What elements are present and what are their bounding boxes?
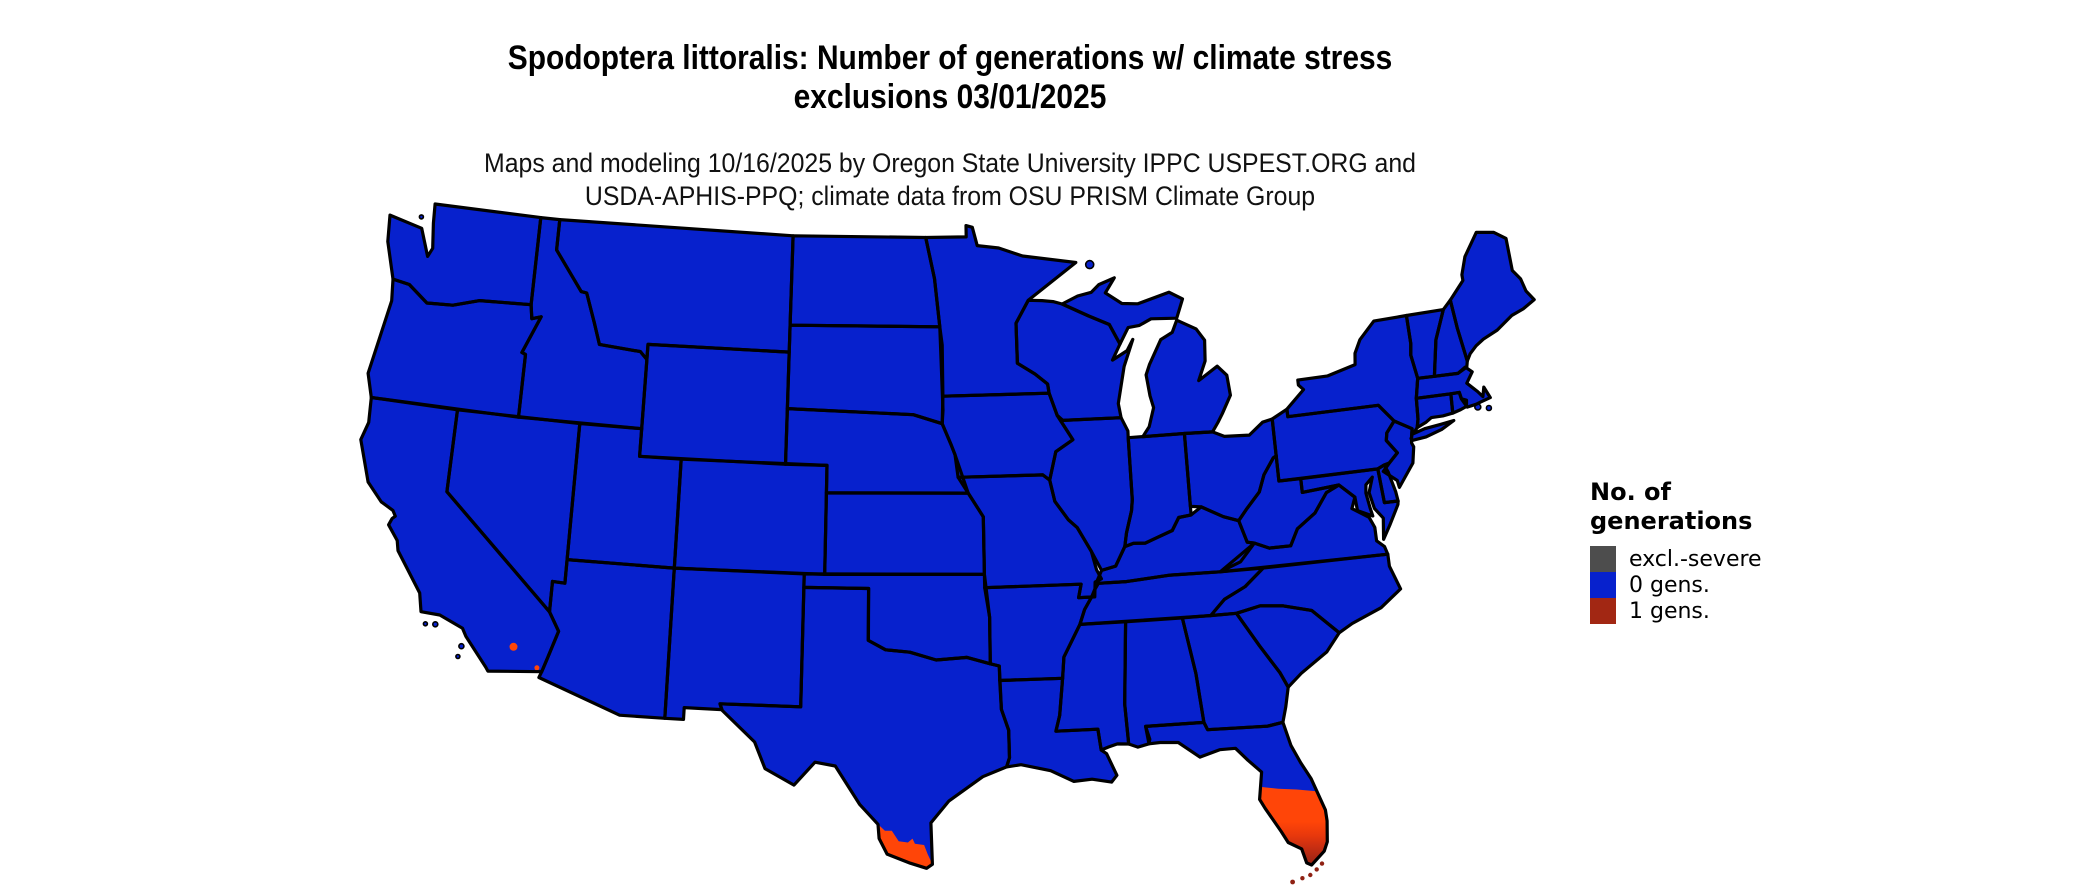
state-north-dakota [790, 235, 940, 327]
state-arizona [538, 559, 675, 719]
state-wyoming [639, 344, 790, 465]
state-michigan-upper-peninsula [1062, 277, 1183, 344]
map-legend: No. of generations excl.-severe 0 gens. 1 g… [1590, 478, 1762, 624]
legend-title: No. of generations [1590, 478, 1762, 536]
state-mississippi [1055, 621, 1129, 750]
south-florida-hotspot [1259, 786, 1328, 865]
state-new-jersey [1383, 421, 1414, 488]
state-indiana [1124, 433, 1192, 547]
state-minnesota [925, 225, 1076, 397]
san-juan-island [418, 214, 425, 220]
state-ohio [1184, 419, 1277, 521]
legend-swatch [1590, 546, 1616, 572]
state-new-hampshire [1434, 300, 1468, 377]
salton-sea-hotspot [509, 642, 518, 651]
state-oklahoma [803, 573, 991, 664]
legend-swatch [1590, 572, 1616, 598]
state-connecticut [1416, 393, 1453, 428]
state-wisconsin [1016, 300, 1133, 421]
state-illinois [1049, 415, 1133, 571]
state-nebraska [785, 408, 969, 494]
page-subtitle-line1: Maps and modeling 10/16/2025 by Oregon S… [484, 148, 1416, 178]
state-texas [720, 587, 1010, 869]
channel-island-3 [458, 642, 465, 650]
florida-keys-3 [1300, 876, 1305, 881]
state-new-york [1286, 315, 1454, 441]
legend-label: 1 gens. [1629, 598, 1710, 624]
florida-keys-0 [1319, 861, 1325, 866]
florida-keys-1 [1314, 867, 1319, 872]
page-subtitle-line2: USDA-APHIS-PPQ; climate data from OSU PR… [584, 181, 1316, 211]
page-title: Spodoptera littoralis: Number of generat… [114, 39, 1786, 117]
state-colorado [674, 459, 827, 575]
isle-royale [1084, 259, 1095, 270]
state-idaho [518, 217, 647, 429]
state-kansas [824, 492, 985, 575]
state-michigan-lower-peninsula [1142, 320, 1231, 437]
south-texas-hotspot [878, 824, 933, 869]
channel-island-2 [432, 620, 439, 628]
hotspot-overlays [509, 642, 1328, 869]
state-washington [387, 204, 541, 306]
state-south-carolina [1236, 605, 1340, 688]
yuma-area-hotspot [534, 665, 540, 671]
legend-item-1: 0 gens. [1590, 572, 1762, 598]
legend-title-line2: generations [1590, 507, 1753, 535]
channel-island-1 [422, 620, 429, 627]
channel-island-4 [455, 653, 461, 660]
state-arkansas [984, 584, 1092, 681]
legend-items: excl.-severe 0 gens. 1 gens. [1590, 546, 1762, 624]
florida-keys-2 [1308, 872, 1313, 878]
nantucket [1485, 404, 1493, 412]
page-title-line1: Spodoptera littoralis: Number of generat… [507, 38, 1393, 77]
us-map-svg [359, 202, 1536, 885]
state-missouri [958, 474, 1102, 598]
legend-item-0: excl.-severe [1590, 546, 1762, 572]
state-iowa [942, 393, 1073, 481]
florida-keys-4 [1290, 879, 1295, 885]
legend-label: excl.-severe [1629, 546, 1762, 572]
state-south-dakota [787, 325, 943, 424]
legend-label: 0 gens. [1629, 572, 1710, 598]
state-louisiana [999, 678, 1117, 783]
legend-title-line1: No. of [1590, 478, 1671, 506]
state-georgia [1182, 613, 1289, 730]
state-oregon [368, 279, 542, 418]
state-pennsylvania [1272, 405, 1398, 481]
state-montana [556, 219, 794, 360]
us-map [325, 198, 1570, 888]
state-california [360, 397, 559, 672]
state-maine [1450, 232, 1535, 361]
state-borders [359, 202, 1536, 870]
legend-swatch [1590, 598, 1616, 624]
state-alabama [1124, 617, 1204, 748]
state-nevada [446, 409, 580, 612]
state-fills [360, 204, 1535, 869]
state-utah [567, 423, 682, 569]
legend-item-2: 1 gens. [1590, 598, 1762, 624]
state-kentucky [1097, 506, 1255, 584]
state-new-mexico [664, 568, 805, 720]
page-title-line2: exclusions 03/01/2025 [793, 77, 1107, 116]
state-virginia [1220, 485, 1388, 572]
page-subtitle: Maps and modeling 10/16/2025 by Oregon S… [76, 147, 1824, 213]
